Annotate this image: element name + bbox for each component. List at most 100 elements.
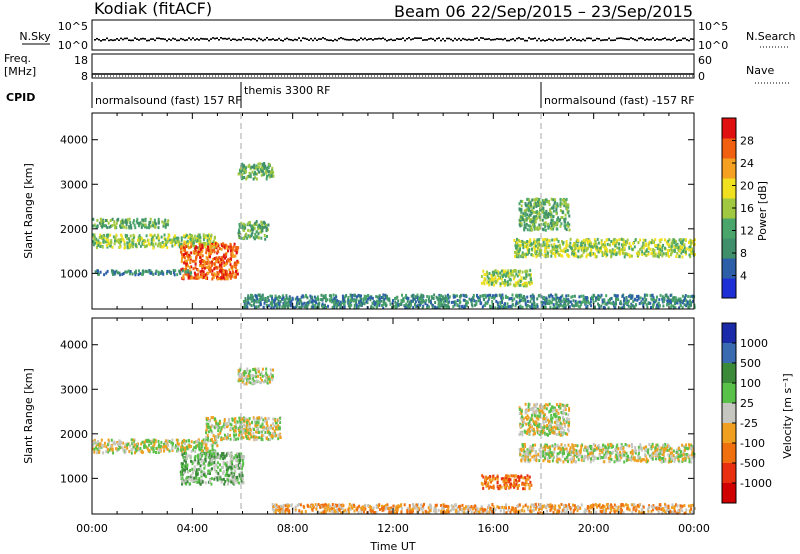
data-cell [578,300,581,304]
data-cell [220,480,223,484]
data-cell [567,205,570,209]
data-cell [133,223,136,227]
data-cell [224,437,227,440]
nsky-sample [350,39,352,41]
data-cell [137,273,140,277]
data-cell [217,429,220,433]
data-cell [550,218,553,222]
data-cell [488,296,491,300]
data-cell [519,218,522,222]
data-cell [113,223,116,227]
data-cell [236,248,239,252]
data-cell [534,227,537,231]
data-cell [538,223,541,227]
data-cell [519,269,521,273]
nsky-sample [322,37,324,39]
data-cell [559,249,562,252]
data-cell [641,250,644,254]
data-cell [198,446,201,450]
data-cell [127,442,130,446]
data-cell [277,433,280,437]
data-cell [201,449,204,453]
data-cell [236,455,239,459]
data-cell [510,273,513,277]
nsky-sample [172,37,174,40]
nsky-sample [256,39,258,42]
data-cell [456,304,459,307]
data-cell [533,217,536,221]
data-cell [275,427,278,431]
data-cell [389,302,392,306]
data-cell [271,431,274,435]
data-cell [524,299,527,302]
data-cell [245,177,248,181]
data-cell [530,243,533,247]
data-cell [611,302,614,306]
data-cell [690,303,692,307]
nsky-sample [560,38,562,41]
data-cell [98,447,101,451]
data-cell [224,256,227,260]
data-cell [129,224,132,227]
data-cell [522,218,525,222]
data-cell [263,419,266,423]
data-cell [96,218,99,222]
data-cell [344,300,347,304]
data-cell [397,303,399,307]
data-cell [182,255,185,258]
data-cell [135,449,138,453]
data-cell [530,203,532,207]
data-cell [185,264,188,268]
data-cell [623,242,626,246]
data-cell [207,469,210,473]
data-cell [225,468,228,472]
data-cell [628,241,631,245]
data-cell [487,280,490,284]
data-cell [549,209,552,213]
data-cell [421,294,424,298]
data-cell [260,165,263,169]
data-cell [241,477,244,481]
data-cell [206,266,209,269]
data-cell [159,245,162,248]
data-cell [210,251,213,255]
data-cell [168,238,171,242]
data-cell [251,435,254,439]
data-cell [520,208,523,211]
data-cell [243,167,245,171]
data-cell [206,451,209,455]
data-cell [256,428,259,432]
nsky-sample [344,38,346,41]
data-cell [232,475,235,479]
data-cell [258,436,261,440]
data-cell [125,235,127,239]
data-cell [480,281,483,285]
data-cell [278,417,281,420]
data-cell [690,248,693,252]
data-cell [192,244,195,248]
data-cell [233,428,236,432]
data-cell [645,248,648,252]
nsky-sample [432,38,434,40]
data-cell [272,422,275,426]
data-cell [501,275,504,279]
data-cell [102,224,105,228]
data-cell [229,459,232,463]
data-cell [538,211,541,215]
data-cell [210,462,213,466]
data-cell [447,301,450,305]
data-cell [623,255,626,259]
data-cell [554,198,557,202]
data-cell [330,297,333,301]
data-cell [186,251,189,255]
data-cell [531,198,534,202]
data-cell [117,271,119,275]
data-cell [207,430,210,434]
data-cell [614,244,617,248]
data-cell [641,253,644,256]
data-cell [475,302,478,306]
data-cell [231,476,234,480]
data-cell [517,250,520,254]
data-cell [95,237,98,241]
